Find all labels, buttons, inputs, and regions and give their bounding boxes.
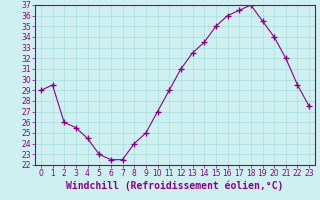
X-axis label: Windchill (Refroidissement éolien,°C): Windchill (Refroidissement éolien,°C) (66, 181, 284, 191)
